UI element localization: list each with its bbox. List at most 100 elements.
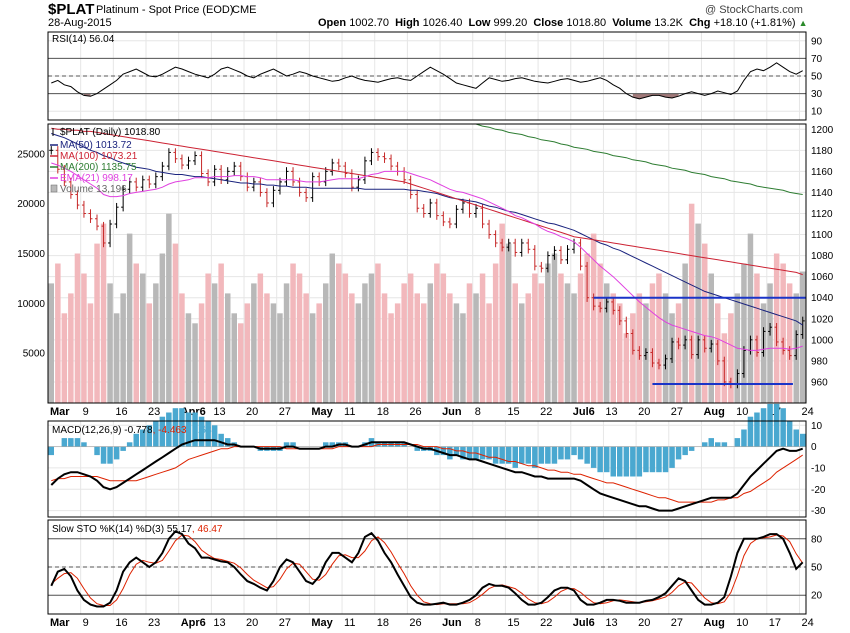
- x-tick-label: 15: [507, 406, 519, 418]
- price-bar: [179, 154, 184, 170]
- volume-bar: [675, 303, 682, 403]
- volume-bar: [460, 313, 466, 403]
- price-bar: [88, 209, 93, 223]
- macd-histogram-bar: [715, 442, 721, 447]
- volume-bar: [623, 333, 630, 404]
- macd-histogram-bar: [205, 421, 211, 447]
- volume-bar: [702, 243, 708, 403]
- volume-bar: [270, 303, 277, 403]
- sto-k-line: [50, 530, 804, 608]
- macd-histogram-bar: [538, 446, 545, 464]
- volume-bar: [172, 243, 179, 403]
- macd-histogram-bar: [597, 446, 603, 473]
- price-bar: [663, 354, 668, 370]
- macd-histogram-bar: [773, 403, 780, 447]
- price-bar: [389, 154, 394, 171]
- price-bar: [199, 151, 204, 178]
- volume-bar: [231, 313, 237, 403]
- open-label: Open: [318, 17, 347, 29]
- macd-histogram-bar: [656, 446, 662, 473]
- x-tick-label: Mar: [50, 617, 70, 629]
- price-bar: [238, 161, 243, 181]
- sto-tick-label: 80: [811, 534, 823, 545]
- price-bar: [493, 230, 498, 248]
- volume-bar: [453, 303, 460, 403]
- x-tick-label: 10: [736, 617, 748, 629]
- price-tick-label: 1080: [811, 251, 834, 262]
- price-bar: [114, 202, 119, 229]
- macd-label-part: -0.778: [121, 425, 153, 436]
- volume-bar: [218, 263, 224, 403]
- instrument-name: Platinum - Spot Price (EOD): [96, 4, 234, 16]
- price-bar: [519, 238, 524, 257]
- volume-bar: [303, 293, 309, 403]
- ma50-line: [51, 133, 803, 326]
- x-tick-label: 24: [801, 406, 813, 418]
- macd-label-part: , 3.684: [187, 425, 218, 436]
- volume-bar: [695, 223, 701, 403]
- volume-bar: [296, 273, 303, 403]
- price-bar: [166, 148, 171, 171]
- price-bar: [800, 316, 805, 339]
- macd-histogram-bar: [558, 446, 564, 460]
- volume-tick-label: 25000: [17, 149, 45, 160]
- price-bar: [761, 327, 766, 357]
- macd-histogram-bar: [74, 438, 81, 447]
- rsi-tick-label: 90: [811, 36, 823, 47]
- price-bar: [108, 219, 113, 248]
- price-bar: [487, 219, 492, 239]
- x-tick-label: 13: [605, 406, 617, 418]
- price-bar: [304, 188, 309, 202]
- macd-histogram-bar: [211, 425, 218, 447]
- volume-bar: [283, 283, 290, 403]
- ema21-legend-label: EMA(21) 998.17: [60, 173, 133, 184]
- volume-bar: [747, 233, 754, 403]
- volume-bar: [211, 283, 218, 403]
- macd-histogram: [48, 403, 806, 477]
- x-tick-label: 20: [638, 617, 650, 629]
- volume-bar: [434, 263, 440, 403]
- x-tick-label: 27: [671, 617, 683, 629]
- price-bar: [794, 330, 799, 360]
- volume-bar: [662, 293, 669, 403]
- volume-bar: [421, 303, 427, 403]
- x-tick-label: 18: [377, 406, 389, 418]
- price-bar: [709, 339, 714, 353]
- volume-tick-label: 10000: [17, 299, 45, 310]
- exchange-label: CME: [232, 4, 257, 16]
- macd-histogram-bar: [734, 438, 741, 447]
- volume-bar: [244, 303, 251, 403]
- volume-bar: [192, 323, 198, 403]
- price-tick-label: 1020: [811, 314, 834, 325]
- ma200-line: [475, 123, 803, 195]
- x-tick-label: Apr6: [181, 617, 206, 629]
- volume-bar: [198, 303, 205, 403]
- price-bar: [75, 190, 80, 210]
- volume-bar: [479, 273, 486, 403]
- volume-bar: [87, 303, 94, 403]
- rsi-label: RSI(14) 56.04: [52, 34, 115, 45]
- macd-histogram-bar: [140, 429, 146, 447]
- volume-bar: [414, 293, 420, 403]
- macd-histogram-bar: [800, 433, 806, 447]
- volume-bar: [153, 283, 159, 403]
- price-bar: [186, 156, 191, 170]
- x-tick-label: 13: [605, 617, 617, 629]
- macd-panel-frame: [47, 420, 807, 518]
- price-tick-label: 960: [811, 377, 828, 388]
- volume-bar: [290, 263, 296, 403]
- x-tick-label: 23: [148, 617, 160, 629]
- price-bar: [264, 188, 269, 208]
- macd-histogram-bar: [532, 446, 538, 468]
- price-bar: [774, 322, 779, 347]
- volume-bar: [708, 273, 714, 403]
- price-tick-label: 1060: [811, 272, 834, 283]
- price-bar: [421, 204, 426, 218]
- macd-histogram-bar: [198, 416, 205, 447]
- price-bar: [153, 172, 158, 189]
- macd-histogram-bar: [630, 446, 636, 477]
- rsi-oversold-fill: [83, 93, 731, 99]
- volume-bar: [68, 293, 74, 403]
- price-bar: [428, 198, 433, 218]
- rsi-tick-label: 50: [811, 72, 823, 83]
